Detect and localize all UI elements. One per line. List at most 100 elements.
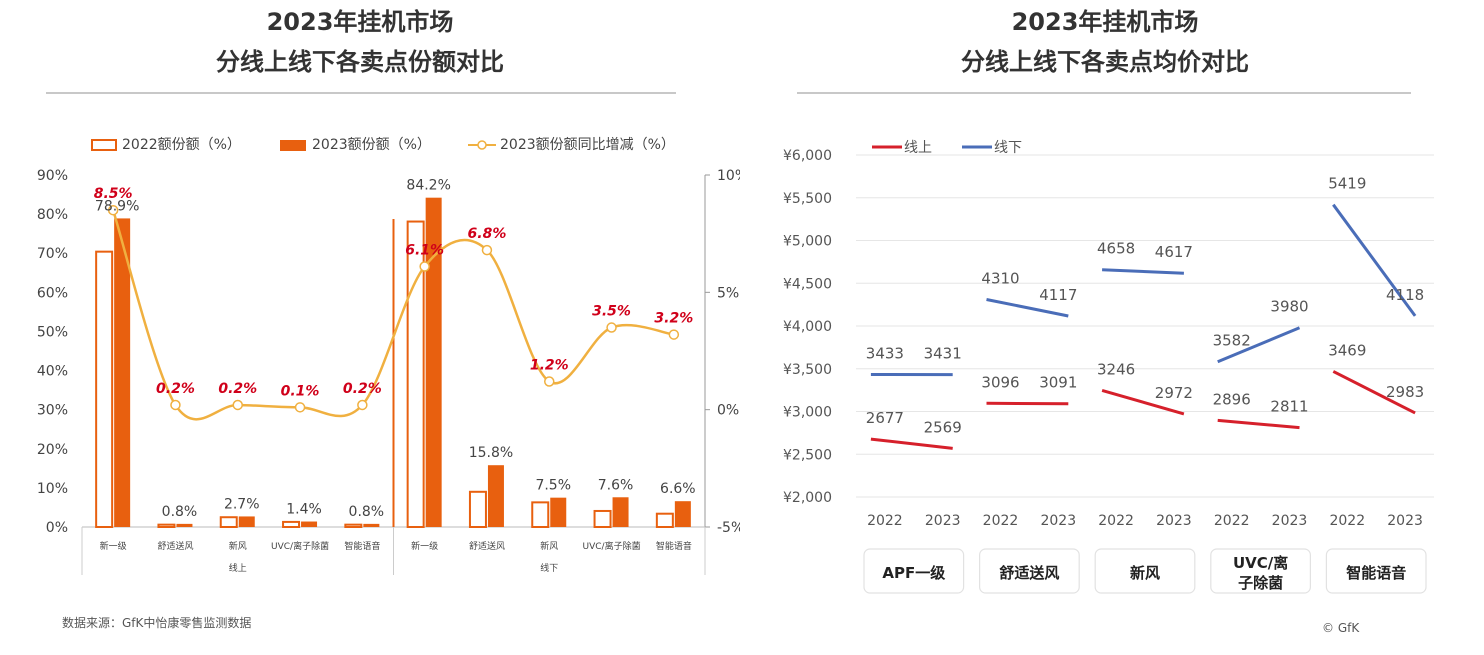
y-tick-label: ¥2,500 — [783, 447, 832, 463]
yoy-value-label: 0.2% — [343, 381, 382, 397]
bar-2023 — [550, 497, 567, 527]
online-price-label: 3091 — [1039, 374, 1077, 392]
bar-2022 — [157, 523, 176, 528]
yoy-line-path — [111, 209, 675, 421]
x-year-label: 2023 — [1272, 513, 1308, 529]
offline-price-label: 4118 — [1386, 286, 1424, 304]
y-left-tick-label: 80% — [37, 207, 68, 223]
left-yoy-line — [107, 204, 680, 421]
x-year-label: 2022 — [1098, 513, 1134, 529]
offline-price-line — [1102, 268, 1184, 275]
online-price-line — [1101, 389, 1185, 416]
y-left-tick-label: 20% — [37, 442, 68, 458]
yoy-point — [481, 244, 493, 256]
legend-label-2022: 2022额份额（%） — [122, 137, 241, 153]
yoy-value-label: 6.1% — [405, 243, 444, 259]
x-year-label: 2023 — [1040, 513, 1076, 529]
legend-label-offline: 线下 — [994, 140, 1022, 156]
x-category-label: 舒适送风 — [157, 540, 193, 552]
category-label: 智能语音 — [1346, 564, 1406, 582]
yoy-point — [294, 402, 306, 413]
offline-price-label: 4658 — [1097, 240, 1135, 258]
bar-2023-value-label: 7.6% — [598, 477, 634, 493]
online-price-label: 3096 — [981, 373, 1019, 391]
share-comparison-chart: 2022额份额（%） 2023额份额（%） 2023额份额同比增减（%） 90% 80… — [37, 137, 740, 575]
x-year-label: 2022 — [867, 513, 903, 529]
bar-2022 — [406, 220, 425, 528]
bar-2023 — [114, 218, 131, 527]
yoy-value-label: 0.1% — [281, 383, 320, 399]
x-year-label: 2023 — [1387, 513, 1423, 529]
left-title-rule — [46, 92, 676, 94]
bar-2023-value-label: 78.9% — [95, 198, 139, 214]
right-title-line1: 2023年挂机市场 — [1011, 8, 1199, 36]
right-title: 2023年挂机市场 分线上线下各卖点均价对比 — [795, 2, 1415, 82]
offline-price-label: 3431 — [924, 345, 962, 363]
offline-price-label: 4310 — [981, 269, 1019, 287]
category-label: UVC/离 — [1233, 554, 1288, 572]
bar-2022 — [468, 490, 487, 528]
online-price-label: 2896 — [1213, 390, 1251, 408]
offline-price-label: 4117 — [1039, 286, 1077, 304]
category-box — [863, 548, 965, 594]
left-data-labels: 78.9% 0.8% 2.7% 1.4% 0.8% 84.2% 15.8% 7.5% 7.6% 6… — [94, 178, 696, 520]
yoy-point — [606, 322, 617, 333]
bar-2023 — [363, 523, 380, 527]
x-category-label: UVC/离子除菌 — [583, 540, 641, 552]
bar-2023-value-label: 15.8% — [469, 445, 513, 461]
y-tick-label: ¥5,000 — [783, 234, 832, 250]
offline-price-label: 4617 — [1155, 243, 1193, 261]
data-source-note: 数据来源：GfK中怡康零售监测数据 — [62, 616, 252, 630]
left-title-line2: 分线上线下各卖点份额对比 — [216, 48, 504, 76]
yoy-value-label: 3.2% — [654, 311, 693, 327]
bar-2023-value-label: 7.5% — [535, 478, 571, 494]
bar-2023 — [301, 521, 318, 527]
category-label: APF一级 — [882, 564, 946, 582]
bar-2022 — [219, 516, 238, 529]
legend-swatch-2022 — [91, 139, 117, 151]
x-group-label: 线上 — [229, 562, 247, 574]
bar-2023 — [674, 501, 691, 527]
right-legend: 线上 线下 — [872, 140, 1022, 156]
offline-price-label: 3433 — [866, 344, 904, 362]
copyright: © GfK — [1322, 621, 1360, 635]
bar-2023 — [425, 197, 442, 527]
x-year-label: 2022 — [1329, 513, 1365, 529]
offline-price-label: 3980 — [1270, 298, 1308, 316]
category-label: 舒适送风 — [999, 564, 1059, 582]
y-tick-label: ¥6,000 — [783, 148, 832, 164]
y-tick-label: ¥3,000 — [783, 405, 832, 421]
legend-label-online: 线上 — [904, 140, 932, 156]
y-left-tick-label: 90% — [37, 168, 68, 184]
y-left-tick-label: 70% — [37, 246, 68, 262]
y-left-tick-label: 10% — [37, 481, 68, 497]
online-price-label: 2811 — [1270, 398, 1308, 416]
y-tick-label: ¥4,000 — [783, 319, 832, 335]
bar-2022 — [531, 501, 550, 528]
yoy-point — [668, 329, 680, 340]
bar-2023-value-label: 0.8% — [162, 504, 198, 520]
yoy-point — [544, 376, 555, 387]
x-category-label: 新风 — [540, 540, 558, 552]
y-tick-label: ¥3,500 — [783, 362, 832, 378]
bar-2023 — [238, 516, 255, 527]
legend-swatch-2023 — [280, 140, 306, 151]
offline-price-label: 5419 — [1328, 175, 1366, 193]
offline-price-line — [1332, 203, 1417, 317]
left-title: 2023年挂机市场 分线上线下各卖点份额对比 — [40, 2, 680, 82]
left-axes: 90% 80% 70% 60% 50% 40% 30% 20% 10% 0% 10% 5% 0% -5% 新… — [37, 168, 740, 575]
bar-2023 — [487, 465, 504, 527]
yoy-point — [357, 399, 368, 411]
bar-2023-value-label: 84.2% — [406, 178, 450, 194]
yoy-point — [107, 204, 119, 216]
online-price-label: 2972 — [1155, 384, 1193, 402]
online-price-label: 2983 — [1386, 383, 1424, 401]
x-category-label: UVC/离子除菌 — [271, 540, 329, 552]
online-price-label: 3246 — [1097, 360, 1135, 378]
legend-label-yoy: 2023额份额同比增减（%） — [500, 137, 675, 153]
category-label: 新风 — [1130, 564, 1160, 582]
y-left-tick-label: 60% — [37, 285, 68, 301]
x-category-label: 智能语音 — [656, 540, 692, 552]
left-title-line1: 2023年挂机市场 — [266, 8, 454, 36]
x-category-label: 舒适送风 — [469, 540, 505, 552]
